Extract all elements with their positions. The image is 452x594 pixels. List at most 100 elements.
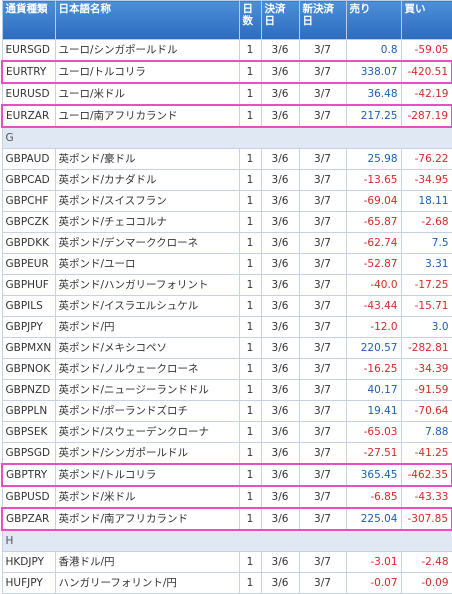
currency-name: 英ポンド/トルコリラ (54, 463, 240, 487)
settlement-date-cell: 3/6 (260, 316, 300, 338)
table-body: EURSGD ユーロ/シンガポールドル 1 3/6 3/7 0.8 -59.05 EURTRY… (1, 39, 452, 594)
days-cell: 1 (238, 379, 262, 401)
currency-code: GBPPLN (1, 400, 56, 422)
settlement-date-cell: 3/6 (260, 485, 300, 509)
currency-name: 英ポンド/豪ドル (54, 148, 240, 170)
currency-code: GBPCZK (1, 211, 56, 233)
currency-code: GBPAUD (1, 148, 56, 170)
sell-swap-cell: -69.04 (345, 190, 402, 212)
new-settlement-date-cell: 3/7 (298, 60, 347, 84)
new-settlement-date-cell: 3/7 (298, 485, 347, 509)
days-cell: 1 (238, 169, 262, 191)
currency-name: ハンガリーフォリント/円 (54, 572, 240, 594)
sell-swap-cell: -3.01 (345, 551, 402, 573)
table-row: HKDJPY 香港ドル/円 1 3/6 3/7 -3.01 -2.48 (1, 551, 452, 573)
sell-swap-cell: -52.87 (345, 253, 402, 275)
sell-swap-cell: -65.03 (345, 421, 402, 443)
sell-swap-cell: -6.85 (345, 485, 402, 509)
currency-code: GBPTRY (1, 463, 56, 487)
new-settlement-date-cell: 3/7 (298, 211, 347, 233)
currency-name: 香港ドル/円 (54, 551, 240, 573)
settlement-date-cell: 3/6 (260, 274, 300, 296)
currency-name: 英ポンド/円 (54, 316, 240, 338)
currency-code: GBPDKK (1, 232, 56, 254)
buy-swap-cell: -307.85 (400, 507, 452, 531)
currency-code: EURZAR (1, 104, 56, 128)
table-row: GBPCAD 英ポンド/カナダドル 1 3/6 3/7 -13.65 -34.95 (1, 169, 452, 191)
settlement-date-cell: 3/6 (260, 358, 300, 380)
days-cell: 1 (238, 337, 262, 359)
settlement-date-cell: 3/6 (260, 463, 300, 487)
sell-swap-cell: -43.44 (345, 295, 402, 317)
settlement-date-cell: 3/6 (260, 169, 300, 191)
group-header-row: G (1, 126, 452, 149)
settlement-date-cell: 3/6 (260, 148, 300, 170)
group-label: H (1, 529, 452, 552)
currency-name: 英ポンド/ユーロ (54, 253, 240, 275)
table-row: GBPDKK 英ポンド/デンマーククローネ 1 3/6 3/7 -62.74 7.5 (1, 232, 452, 254)
currency-code: EURSGD (1, 39, 56, 62)
currency-name: 英ポンド/カナダドル (54, 169, 240, 191)
table-row: GBPSGD 英ポンド/シンガポールドル 1 3/6 3/7 -27.51 -41.25 (1, 442, 452, 465)
sell-swap-cell: -27.51 (345, 442, 402, 465)
currency-code: GBPSEK (1, 421, 56, 443)
table-row: HUFJPY ハンガリーフォリント/円 1 3/6 3/7 -0.07 -0.09 (1, 572, 452, 594)
settlement-date-cell: 3/6 (260, 337, 300, 359)
sell-swap-cell: 220.57 (345, 337, 402, 359)
days-cell: 1 (238, 463, 262, 487)
table-row: GBPNOK 英ポンド/ノルウェークローネ 1 3/6 3/7 -16.25 -34.39 (1, 358, 452, 380)
buy-swap-cell: 3.31 (400, 253, 452, 275)
table-row: GBPMXN 英ポンド/メキシコペソ 1 3/6 3/7 220.57 -282.81 (1, 337, 452, 359)
table-row: GBPCHF 英ポンド/スイスフラン 1 3/6 3/7 -69.04 18.11 (1, 190, 452, 212)
buy-swap-cell: -91.59 (400, 379, 452, 401)
currency-code: EURUSD (1, 82, 56, 106)
days-cell: 1 (238, 442, 262, 465)
header-currency-type: 通貨種類 (1, 0, 56, 40)
table-row: GBPCZK 英ポンド/チェココルナ 1 3/6 3/7 -65.87 -2.68 (1, 211, 452, 233)
currency-code: GBPCHF (1, 190, 56, 212)
sell-swap-cell: -65.87 (345, 211, 402, 233)
currency-name: 英ポンド/南アフリカランド (54, 507, 240, 531)
table-row: GBPILS 英ポンド/イスラエルシュケル 1 3/6 3/7 -43.44 -15.71 (1, 295, 452, 317)
table-row: GBPJPY 英ポンド/円 1 3/6 3/7 -12.0 3.0 (1, 316, 452, 338)
new-settlement-date-cell: 3/7 (298, 551, 347, 573)
buy-swap-cell: -42.19 (400, 82, 452, 106)
new-settlement-date-cell: 3/7 (298, 442, 347, 465)
header-sell: 売り (345, 0, 402, 40)
days-cell: 1 (238, 148, 262, 170)
settlement-date-cell: 3/6 (260, 211, 300, 233)
new-settlement-date-cell: 3/7 (298, 358, 347, 380)
currency-code: GBPCAD (1, 169, 56, 191)
currency-name: 英ポンド/ハンガリーフォリント (54, 274, 240, 296)
new-settlement-date-cell: 3/7 (298, 337, 347, 359)
new-settlement-date-cell: 3/7 (298, 232, 347, 254)
currency-code: GBPHUF (1, 274, 56, 296)
table-row: EURSGD ユーロ/シンガポールドル 1 3/6 3/7 0.8 -59.05 (1, 39, 452, 62)
currency-code: GBPEUR (1, 253, 56, 275)
buy-swap-cell: -59.05 (400, 39, 452, 62)
currency-name: 英ポンド/スウェーデンクローナ (54, 421, 240, 443)
buy-swap-cell: -17.25 (400, 274, 452, 296)
sell-swap-cell: 0.8 (345, 39, 402, 62)
currency-code: GBPZAR (1, 507, 56, 531)
table-row: GBPSEK 英ポンド/スウェーデンクローナ 1 3/6 3/7 -65.03 7.88 (1, 421, 452, 443)
table-row: GBPHUF 英ポンド/ハンガリーフォリント 1 3/6 3/7 -40.0 -17.25 (1, 274, 452, 296)
sell-swap-cell: 25.98 (345, 148, 402, 170)
settlement-date-cell: 3/6 (260, 572, 300, 594)
currency-name: 英ポンド/ポーランドズロチ (54, 400, 240, 422)
settlement-date-cell: 3/6 (260, 379, 300, 401)
table-row: GBPPLN 英ポンド/ポーランドズロチ 1 3/6 3/7 19.41 -70.64 (1, 400, 452, 422)
new-settlement-date-cell: 3/7 (298, 190, 347, 212)
days-cell: 1 (238, 507, 262, 531)
new-settlement-date-cell: 3/7 (298, 507, 347, 531)
sell-swap-cell: -12.0 (345, 316, 402, 338)
new-settlement-date-cell: 3/7 (298, 295, 347, 317)
table-row-highlighted: EURZAR ユーロ/南アフリカランド 1 3/6 3/7 217.25 -287.19 (1, 104, 452, 128)
buy-swap-cell: -2.48 (400, 551, 452, 573)
currency-name: 英ポンド/イスラエルシュケル (54, 295, 240, 317)
new-settlement-date-cell: 3/7 (298, 82, 347, 106)
sell-swap-cell: -13.65 (345, 169, 402, 191)
days-cell: 1 (238, 104, 262, 128)
settlement-date-cell: 3/6 (260, 295, 300, 317)
